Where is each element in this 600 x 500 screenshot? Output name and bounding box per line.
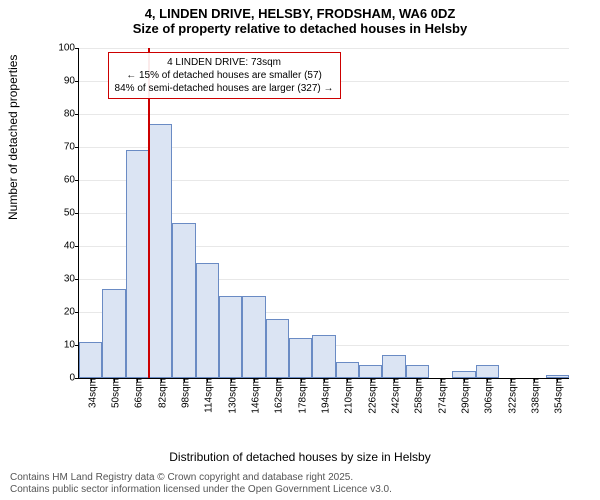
histogram-bar <box>359 365 382 378</box>
x-tick-label: 194sqm <box>317 378 332 414</box>
y-axis-label: Number of detached properties <box>6 55 20 220</box>
x-axis-label: Distribution of detached houses by size … <box>0 450 600 464</box>
x-tick-label: 114sqm <box>200 378 215 413</box>
y-tick-label: 0 <box>69 373 79 384</box>
x-tick-label: 274sqm <box>433 378 448 414</box>
x-tick-label: 354sqm <box>550 378 565 414</box>
annotation-line3: 84% of semi-detached houses are larger (… <box>115 82 334 95</box>
title-main: 4, LINDEN DRIVE, HELSBY, FRODSHAM, WA6 0… <box>0 0 600 21</box>
title-sub: Size of property relative to detached ho… <box>0 21 600 40</box>
chart-area: 010203040506070809010034sqm50sqm66sqm82s… <box>48 48 580 428</box>
annotation-line2: ← 15% of detached houses are smaller (57… <box>115 69 334 82</box>
x-tick-label: 130sqm <box>223 378 238 414</box>
x-tick-label: 66sqm <box>130 378 145 408</box>
histogram-bar <box>102 289 125 378</box>
x-tick-label: 322sqm <box>503 378 518 414</box>
annotation-line1: 4 LINDEN DRIVE: 73sqm <box>115 56 334 69</box>
y-tick-label: 30 <box>64 274 79 285</box>
x-tick-label: 50sqm <box>107 378 122 408</box>
y-tick-label: 10 <box>64 340 79 351</box>
annotation-box: 4 LINDEN DRIVE: 73sqm ← 15% of detached … <box>108 52 341 99</box>
y-tick-label: 40 <box>64 241 79 252</box>
x-tick-label: 210sqm <box>340 378 355 414</box>
x-tick-label: 226sqm <box>363 378 378 414</box>
histogram-bar <box>312 335 335 378</box>
y-tick-label: 90 <box>64 76 79 87</box>
histogram-bar <box>336 362 359 379</box>
footer-line2: Contains public sector information licen… <box>10 484 392 496</box>
histogram-bar <box>452 371 475 378</box>
x-tick-label: 306sqm <box>480 378 495 414</box>
x-tick-label: 162sqm <box>270 378 285 414</box>
histogram-bar <box>172 223 195 378</box>
histogram-bar <box>242 296 265 379</box>
histogram-bar <box>196 263 219 379</box>
histogram-bar <box>382 355 405 378</box>
x-tick-label: 98sqm <box>177 378 192 408</box>
grid-line <box>79 48 569 49</box>
plot-area: 010203040506070809010034sqm50sqm66sqm82s… <box>78 48 569 379</box>
x-tick-label: 34sqm <box>83 378 98 408</box>
histogram-bar <box>126 150 149 378</box>
histogram-bar <box>79 342 102 378</box>
y-tick-label: 80 <box>64 109 79 120</box>
y-tick-label: 20 <box>64 307 79 318</box>
x-tick-label: 82sqm <box>153 378 168 408</box>
histogram-bar <box>149 124 172 378</box>
x-tick-label: 258sqm <box>410 378 425 414</box>
histogram-bar <box>289 338 312 378</box>
y-tick-label: 60 <box>64 175 79 186</box>
histogram-bar <box>476 365 499 378</box>
histogram-bar <box>406 365 429 378</box>
y-tick-label: 50 <box>64 208 79 219</box>
footer-attribution: Contains HM Land Registry data © Crown c… <box>10 472 392 496</box>
x-tick-label: 178sqm <box>293 378 308 414</box>
footer-line1: Contains HM Land Registry data © Crown c… <box>10 472 392 484</box>
x-tick-label: 338sqm <box>527 378 542 414</box>
x-tick-label: 290sqm <box>457 378 472 414</box>
histogram-bar <box>219 296 242 379</box>
x-tick-label: 146sqm <box>247 378 262 414</box>
y-tick-label: 100 <box>58 43 79 54</box>
chart-container: 4, LINDEN DRIVE, HELSBY, FRODSHAM, WA6 0… <box>0 0 600 500</box>
y-tick-label: 70 <box>64 142 79 153</box>
x-tick-label: 242sqm <box>387 378 402 414</box>
histogram-bar <box>266 319 289 378</box>
grid-line <box>79 114 569 115</box>
